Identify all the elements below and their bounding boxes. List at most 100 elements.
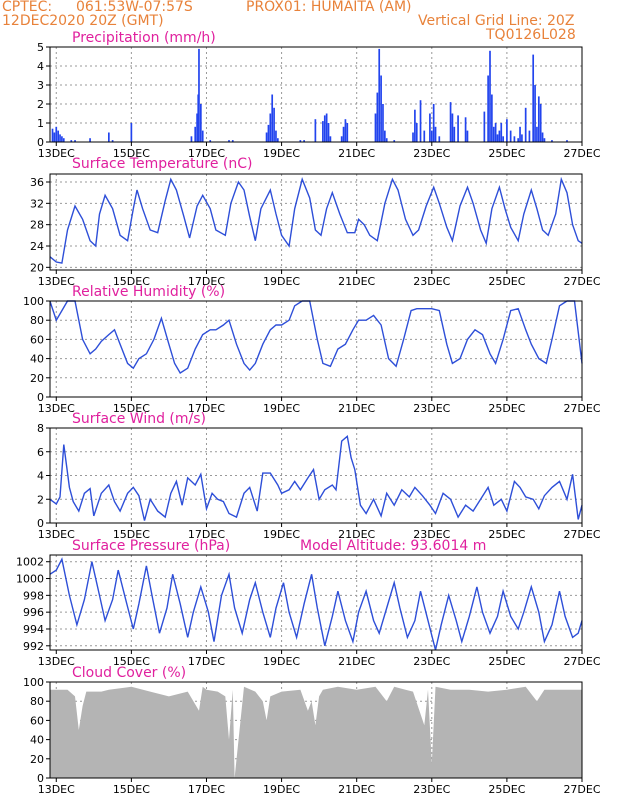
- x-tick-label: 25DEC: [488, 147, 525, 160]
- precip-bar: [382, 104, 384, 142]
- precip-bar: [534, 85, 536, 142]
- panel-rh: 0 20 40 60 80 100 13DEC 15DEC 17DEC 19DEC 21DEC 23D…: [23, 284, 601, 415]
- x-tick-label: 13DEC: [38, 783, 75, 796]
- precip-bar: [502, 136, 504, 142]
- header-coords: 061:53W-07:57S: [76, 0, 193, 15]
- precip-bar: [419, 100, 422, 142]
- x-tick-label: 25DEC: [488, 528, 525, 541]
- y-tick-label: 40: [30, 353, 44, 366]
- precip-bar: [70, 140, 73, 142]
- precip-bar: [201, 130, 204, 142]
- y-tick-label: 24: [30, 240, 44, 253]
- precip-bar: [198, 48, 200, 142]
- temp-series-line: [49, 176, 583, 264]
- precip-bar: [61, 136, 63, 142]
- y-tick-label: 6: [37, 446, 44, 459]
- x-tick-label: 25DEC: [488, 783, 525, 796]
- precip-bar: [378, 48, 381, 142]
- precip-bar: [376, 92, 379, 142]
- x-tick-label: 17DEC: [188, 275, 225, 288]
- header-station: PROX01: HUMAITA (AM): [246, 0, 412, 15]
- y-tick-label: 80: [30, 695, 44, 708]
- precip-bar: [415, 123, 418, 142]
- y-tick-label: 100: [23, 676, 44, 689]
- precip-bar: [528, 130, 531, 142]
- precip-bar: [55, 126, 58, 142]
- precip-bar: [190, 136, 193, 142]
- y-tick-label: 60: [30, 333, 44, 346]
- precip-bar: [344, 119, 347, 142]
- x-tick-label: 13DEC: [38, 275, 75, 288]
- precip-bar: [541, 132, 544, 142]
- y-tick-label: 1: [37, 117, 44, 130]
- precip-bar: [432, 104, 435, 142]
- x-tick-label: 15DEC: [113, 528, 150, 541]
- precip-bar: [314, 119, 317, 142]
- x-tick-label: 23DEC: [413, 783, 450, 796]
- precip-bar: [62, 138, 65, 142]
- y-tick-label: 0: [37, 772, 44, 785]
- precip-bar: [551, 140, 553, 142]
- precip-bar: [107, 132, 110, 142]
- precip-bar: [265, 132, 268, 142]
- x-tick-label: 13DEC: [38, 655, 75, 668]
- panel-frame: [49, 300, 583, 398]
- x-tick-label: 27DEC: [563, 655, 600, 668]
- y-tick-label: 60: [30, 714, 44, 727]
- precip-bar: [521, 134, 523, 142]
- panel-title-precip: Precipitation (mm/h): [72, 30, 216, 46]
- panel-frame: [49, 681, 583, 779]
- precip-bar: [267, 124, 270, 142]
- precip-bar: [489, 50, 491, 142]
- precip-bar: [340, 136, 343, 142]
- precip-bar: [453, 126, 456, 142]
- precip-bar: [449, 102, 452, 142]
- precip-bar: [228, 140, 230, 142]
- x-tick-label: 27DEC: [563, 783, 600, 796]
- x-tick-label: 17DEC: [188, 655, 225, 668]
- y-tick-label: 998: [23, 589, 44, 602]
- rh-series-line: [49, 300, 583, 374]
- y-tick-label: 80: [30, 314, 44, 327]
- precip-bar: [430, 130, 433, 142]
- precip-bar: [209, 140, 212, 142]
- panel-frame: [49, 173, 583, 271]
- precip-bar: [275, 130, 277, 142]
- y-tick-label: 2: [37, 493, 44, 506]
- precip-bar: [537, 96, 540, 142]
- x-tick-label: 21DEC: [338, 528, 375, 541]
- x-tick-label: 19DEC: [263, 528, 300, 541]
- y-tick-label: 4: [37, 470, 44, 483]
- precip-bar: [322, 121, 324, 142]
- y-tick-label: 0: [37, 517, 44, 530]
- precip-bar: [74, 140, 76, 142]
- x-tick-label: 15DEC: [113, 147, 150, 160]
- x-tick-label: 17DEC: [188, 147, 225, 160]
- y-tick-label: 2: [37, 98, 44, 111]
- x-tick-label: 23DEC: [413, 655, 450, 668]
- x-tick-label: 25DEC: [488, 275, 525, 288]
- y-tick-label: 8: [37, 422, 44, 435]
- precip-bar: [536, 126, 538, 142]
- x-tick-label: 17DEC: [188, 528, 225, 541]
- precip-bar: [457, 115, 459, 142]
- y-tick-label: 20: [30, 753, 44, 766]
- precip-bar: [566, 140, 568, 142]
- precip-bar: [539, 104, 542, 142]
- x-tick-label: 15DEC: [113, 655, 150, 668]
- precip-bar: [273, 107, 275, 142]
- precip-bar: [464, 117, 467, 142]
- precip-bar: [434, 126, 437, 142]
- x-tick-label: 15DEC: [113, 783, 150, 796]
- header-source: CPTEC:: [2, 0, 53, 15]
- precip-bar: [509, 130, 512, 142]
- precip-bar: [423, 130, 426, 142]
- precip-bar: [429, 113, 431, 142]
- x-tick-label: 23DEC: [413, 528, 450, 541]
- y-tick-label: 20: [30, 372, 44, 385]
- model-altitude-annotation: Model Altitude: 93.6014 m: [300, 538, 486, 554]
- precip-bar: [346, 123, 349, 142]
- precip-bar: [385, 138, 388, 142]
- x-tick-label: 19DEC: [263, 147, 300, 160]
